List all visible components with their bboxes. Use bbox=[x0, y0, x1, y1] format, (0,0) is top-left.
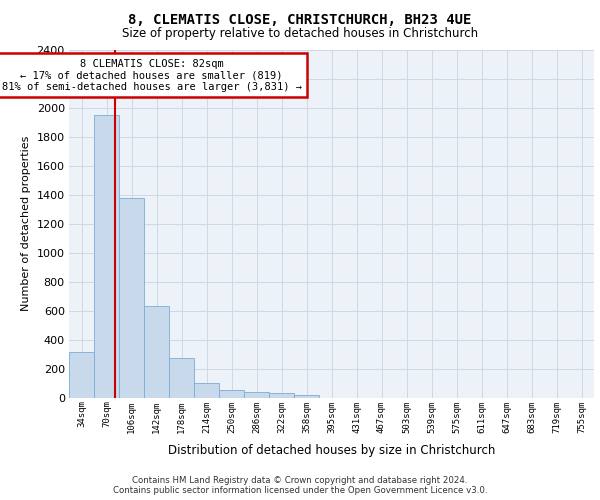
Text: Contains public sector information licensed under the Open Government Licence v3: Contains public sector information licen… bbox=[113, 486, 487, 495]
Bar bbox=[69, 352, 94, 398]
X-axis label: Distribution of detached houses by size in Christchurch: Distribution of detached houses by size … bbox=[168, 444, 495, 456]
Y-axis label: Number of detached properties: Number of detached properties bbox=[21, 136, 31, 312]
Text: Size of property relative to detached houses in Christchurch: Size of property relative to detached ho… bbox=[122, 28, 478, 40]
Text: 8 CLEMATIS CLOSE: 82sqm
← 17% of detached houses are smaller (819)
81% of semi-d: 8 CLEMATIS CLOSE: 82sqm ← 17% of detache… bbox=[1, 58, 302, 92]
Text: Contains HM Land Registry data © Crown copyright and database right 2024.: Contains HM Land Registry data © Crown c… bbox=[132, 476, 468, 485]
Bar bbox=[144, 306, 169, 398]
Bar bbox=[94, 115, 119, 398]
Bar bbox=[219, 390, 244, 398]
Bar bbox=[294, 394, 319, 398]
Bar bbox=[169, 358, 194, 398]
Bar bbox=[244, 392, 269, 398]
Bar bbox=[269, 393, 294, 398]
Text: 8, CLEMATIS CLOSE, CHRISTCHURCH, BH23 4UE: 8, CLEMATIS CLOSE, CHRISTCHURCH, BH23 4U… bbox=[128, 12, 472, 26]
Bar bbox=[194, 383, 219, 398]
Bar bbox=[119, 198, 144, 398]
